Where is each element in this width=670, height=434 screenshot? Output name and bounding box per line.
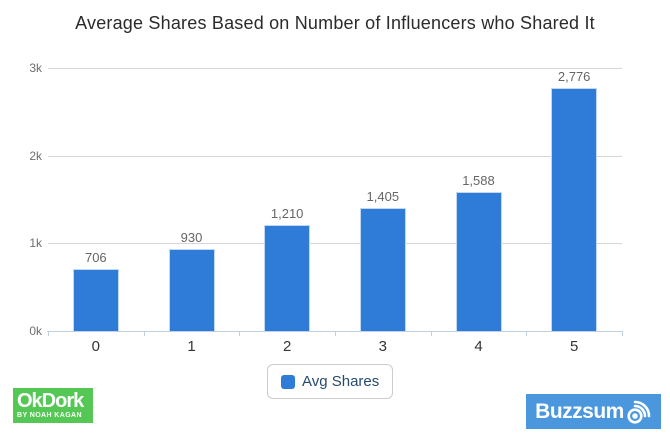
y-axis-tick-label: 1k bbox=[29, 236, 42, 251]
bar-value-label: 706 bbox=[84, 250, 107, 266]
bar[interactable] bbox=[359, 207, 406, 331]
bar[interactable] bbox=[168, 249, 215, 331]
gridline bbox=[48, 68, 622, 69]
bar[interactable] bbox=[455, 191, 502, 331]
bar[interactable] bbox=[264, 224, 311, 331]
gridline bbox=[48, 155, 622, 157]
x-axis-category-label: 4 bbox=[474, 338, 483, 355]
bar-value-label: 930 bbox=[180, 230, 203, 246]
x-axis-category-label: 3 bbox=[378, 338, 387, 355]
bar[interactable] bbox=[551, 87, 598, 331]
x-axis-tick bbox=[622, 331, 623, 336]
x-axis-tick bbox=[48, 331, 49, 336]
legend-swatch-icon bbox=[281, 374, 295, 389]
x-axis-tick bbox=[143, 331, 145, 336]
x-axis-category-label: 1 bbox=[187, 338, 196, 355]
x-axis-tick bbox=[335, 331, 336, 336]
chart-title: Average Shares Based on Number of Influe… bbox=[75, 13, 595, 33]
x-axis-tick bbox=[430, 331, 432, 336]
y-axis-tick-label: 2k bbox=[29, 148, 42, 163]
bar-value-label: 1,405 bbox=[366, 188, 400, 204]
buzzsumo-logo-text: Buzzsum bbox=[535, 400, 624, 423]
legend-item-avg-shares[interactable]: Avg Shares bbox=[267, 364, 394, 399]
x-axis-category-label: 5 bbox=[569, 338, 579, 355]
bar[interactable] bbox=[72, 269, 119, 331]
x-axis-tick bbox=[526, 331, 528, 336]
bar-value-label: 1,210 bbox=[270, 205, 304, 221]
gridline bbox=[48, 243, 622, 245]
x-axis-tick bbox=[239, 331, 241, 336]
okdork-logo-subtitle: BY NOAH KAGAN bbox=[17, 412, 82, 419]
okdork-logo: OkDork BY NOAH KAGAN bbox=[13, 388, 93, 423]
x-axis-category-label: 0 bbox=[91, 338, 100, 355]
bar-value-label: 1,588 bbox=[462, 172, 495, 188]
y-axis-tick-label: 0k bbox=[29, 324, 42, 338]
legend-label: Avg Shares bbox=[302, 373, 380, 390]
plot-area: 706 930 1,210 1,405 1,588 2,776 bbox=[47, 68, 623, 336]
okdork-logo-title: OkDork bbox=[17, 390, 84, 412]
buzzsumo-signal-icon bbox=[627, 400, 651, 424]
x-axis-category-label: 2 bbox=[282, 338, 292, 355]
bar-value-label: 2,776 bbox=[557, 68, 591, 84]
y-axis-tick-label: 3k bbox=[29, 61, 42, 75]
buzzsumo-logo: Buzzsum bbox=[526, 394, 661, 429]
